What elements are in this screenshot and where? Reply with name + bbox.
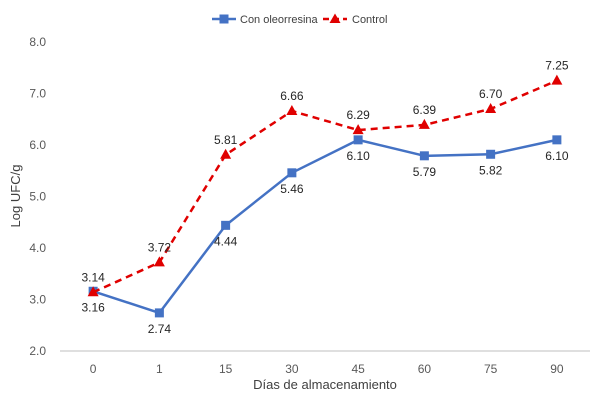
data-labels: 3.16 2.74 4.44 5.46 6.10 5.79 5.82 6.10 3.14 3.72… xyxy=(81,59,568,336)
data-point-control xyxy=(418,118,430,129)
data-label-control: 7.25 xyxy=(545,59,569,73)
legend: Con oleorresina Control xyxy=(212,13,387,26)
data-label-con-oleorresina: 5.82 xyxy=(479,163,503,177)
legend-label-control: Control xyxy=(352,14,387,26)
data-label-con-oleorresina: 6.10 xyxy=(545,149,569,163)
legend-item-control: Control xyxy=(323,13,387,26)
legend-marker-control xyxy=(329,13,341,23)
x-axis-title: Días de almacenamiento xyxy=(253,377,397,392)
legend-label-con-oleorresina: Con oleorresina xyxy=(240,14,319,26)
x-axis-tick-labels: 0 1 15 30 45 60 75 90 xyxy=(90,362,564,376)
data-label-con-oleorresina: 6.10 xyxy=(346,149,370,163)
legend-item-con-oleorresina: Con oleorresina xyxy=(212,14,319,26)
y-tick-label: 7.0 xyxy=(29,87,46,101)
data-point-control xyxy=(551,74,563,85)
data-point-con-oleorresina xyxy=(353,135,363,145)
y-tick-label: 2.0 xyxy=(29,344,46,358)
data-label-control: 6.66 xyxy=(280,89,304,103)
data-point-control xyxy=(352,124,364,135)
data-label-control: 6.29 xyxy=(346,108,370,122)
y-tick-label: 5.0 xyxy=(29,190,46,204)
y-tick-label: 6.0 xyxy=(29,138,46,152)
data-label-con-oleorresina: 3.16 xyxy=(81,300,105,314)
x-tick-label: 45 xyxy=(351,362,365,376)
data-point-control xyxy=(87,286,99,297)
y-axis-tick-labels: 2.0 3.0 4.0 5.0 6.0 7.0 8.0 xyxy=(29,35,46,358)
series-control xyxy=(87,74,563,297)
x-tick-label: 90 xyxy=(550,362,564,376)
data-point-control xyxy=(220,148,232,159)
data-point-control xyxy=(286,105,298,116)
data-point-con-oleorresina xyxy=(221,220,231,230)
data-label-control: 6.39 xyxy=(413,103,437,117)
legend-marker-con-oleorresina xyxy=(219,14,229,24)
data-point-con-oleorresina xyxy=(419,151,429,161)
data-point-con-oleorresina xyxy=(154,308,164,318)
data-point-control xyxy=(153,256,165,267)
data-label-control: 6.70 xyxy=(479,87,503,101)
data-label-con-oleorresina: 2.74 xyxy=(148,322,172,336)
x-tick-label: 0 xyxy=(90,362,97,376)
x-tick-label: 30 xyxy=(285,362,299,376)
y-tick-label: 3.0 xyxy=(29,293,46,307)
data-label-con-oleorresina: 4.44 xyxy=(214,234,238,248)
data-label-con-oleorresina: 5.79 xyxy=(413,165,437,179)
data-label-control: 3.14 xyxy=(81,270,105,284)
y-axis-title: Log UFC/g xyxy=(8,165,23,228)
x-tick-label: 1 xyxy=(156,362,163,376)
data-point-con-oleorresina xyxy=(486,149,496,159)
data-label-con-oleorresina: 5.46 xyxy=(280,182,304,196)
data-point-control xyxy=(485,102,497,113)
data-label-control: 5.81 xyxy=(214,133,238,147)
series-line-con-oleorresina xyxy=(92,138,558,315)
x-tick-label: 60 xyxy=(418,362,432,376)
x-tick-label: 75 xyxy=(484,362,498,376)
y-tick-label: 8.0 xyxy=(29,35,46,49)
data-point-con-oleorresina xyxy=(287,168,297,178)
data-label-control: 3.72 xyxy=(148,240,172,254)
series-line-control xyxy=(92,79,558,294)
x-tick-label: 15 xyxy=(219,362,233,376)
data-point-con-oleorresina xyxy=(552,135,562,145)
series-layer xyxy=(87,74,563,318)
y-tick-label: 4.0 xyxy=(29,241,46,255)
